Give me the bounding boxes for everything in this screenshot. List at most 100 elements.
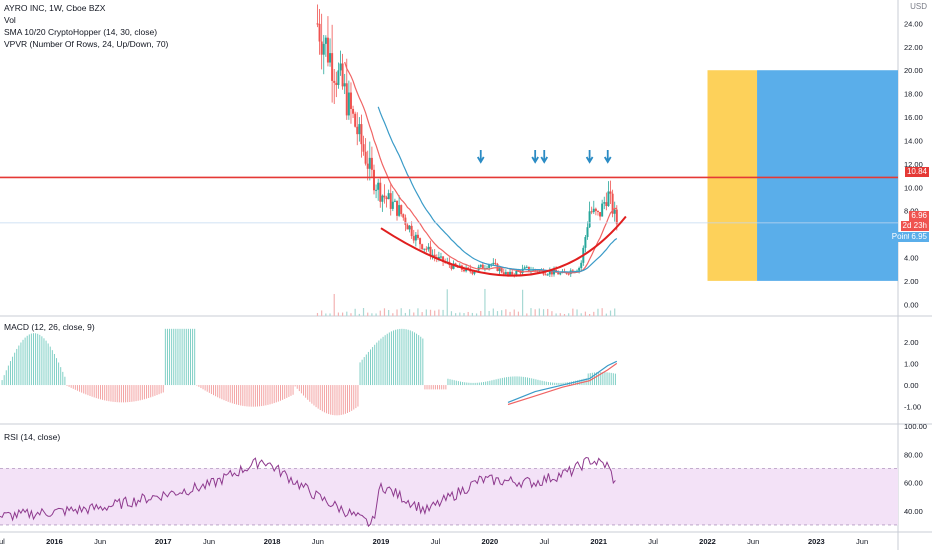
- volume-bar: [580, 313, 582, 316]
- volume-bar: [463, 312, 465, 316]
- volume-bar: [417, 308, 419, 316]
- candle-body: [326, 37, 329, 63]
- volume-bar: [588, 313, 591, 316]
- candle-body: [586, 227, 589, 238]
- candle-body: [343, 83, 346, 87]
- volume-bar: [413, 312, 415, 316]
- price-tick-label: 16.00: [904, 113, 923, 122]
- rsi-label[interactable]: RSI (14, close): [4, 432, 61, 442]
- candle-body: [546, 274, 549, 276]
- signal-line: [507, 362, 618, 406]
- volume-bar: [517, 311, 520, 316]
- candle-body: [494, 262, 497, 264]
- candle-body: [605, 202, 608, 207]
- candle-body: [333, 80, 336, 83]
- chart-legend: AYRO INC, 1W, Cboe BZX Vol SMA 10/20 Cry…: [4, 2, 168, 50]
- volume-bar: [522, 289, 524, 316]
- candle-body: [601, 203, 604, 217]
- volume-bar: [568, 313, 570, 316]
- candle-body: [400, 205, 403, 215]
- candle-body: [584, 237, 587, 248]
- candle-body: [427, 246, 430, 250]
- volume-bar: [375, 313, 377, 316]
- candle-body: [377, 182, 380, 190]
- time-tick-label: 2019: [373, 537, 390, 546]
- candle-body: [404, 217, 407, 225]
- volume-bar: [534, 309, 536, 316]
- candle-body: [527, 266, 530, 272]
- rsi-band: [0, 468, 898, 525]
- candle-body: [502, 272, 505, 275]
- price-tick-label: 22.00: [904, 43, 923, 52]
- candle-body: [335, 82, 338, 86]
- candle-body: [509, 271, 512, 275]
- candle-body: [433, 254, 436, 258]
- macd-tick-label: 0.00: [904, 381, 919, 390]
- volume-bar: [609, 310, 612, 316]
- volume-bar: [572, 308, 574, 316]
- time-tick-label: Jun: [747, 537, 759, 546]
- down-arrow-icon: [585, 150, 594, 164]
- countdown-tag: 2d 23h: [900, 221, 929, 231]
- volume-bar: [593, 311, 595, 316]
- candle-body: [479, 264, 482, 267]
- candle-body: [402, 214, 405, 218]
- candle-body: [588, 211, 591, 228]
- candle-body: [515, 270, 518, 276]
- volume-bar: [505, 309, 507, 316]
- candle-body: [412, 236, 415, 241]
- candle-body: [481, 264, 484, 269]
- currency-label: USD: [910, 2, 927, 11]
- volume-bar: [471, 312, 473, 316]
- time-tick-label: Jun: [856, 537, 868, 546]
- candle-body: [362, 144, 365, 152]
- volume-bar: [442, 309, 444, 316]
- candle-body: [316, 23, 319, 25]
- candle-body: [488, 264, 491, 268]
- volume-bar: [555, 313, 557, 316]
- down-arrow-icon: [476, 150, 485, 164]
- candle-body: [463, 269, 466, 272]
- price-tick-label: 14.00: [904, 136, 923, 145]
- volume-bar: [614, 308, 616, 316]
- volume-bar: [542, 309, 545, 316]
- time-tick-label: Jul: [431, 537, 441, 546]
- volume-bar: [392, 313, 394, 316]
- candle-body: [580, 262, 583, 268]
- volume-bar: [425, 309, 427, 316]
- candle-body: [383, 195, 386, 198]
- candle-body: [559, 272, 562, 275]
- candle-body: [603, 202, 606, 204]
- candle-body: [611, 193, 614, 214]
- candle-body: [368, 157, 371, 169]
- time-tick-label: Jul: [648, 537, 658, 546]
- time-tick-label: 2020: [481, 537, 498, 546]
- time-tick-label: 2016: [46, 537, 63, 546]
- volume-bar: [459, 312, 461, 316]
- macd-line: [507, 360, 618, 403]
- volume-bar: [333, 293, 335, 316]
- time-tick-label: Jun: [203, 537, 215, 546]
- volume-bar: [509, 311, 511, 316]
- candle-body: [613, 209, 616, 214]
- volume-bar: [337, 312, 340, 316]
- volume-bar: [551, 311, 553, 316]
- price-tick-label: 4.00: [904, 253, 919, 262]
- candle-body: [550, 271, 553, 275]
- volume-bar: [605, 313, 607, 316]
- time-tick-label: 2021: [590, 537, 607, 546]
- vol-indicator-label[interactable]: Vol: [4, 15, 16, 25]
- vpvr-indicator-label[interactable]: VPVR (Number Of Rows, 24, Up/Down, 70): [4, 39, 169, 49]
- macd-tick-label: 2.00: [904, 338, 919, 347]
- candle-body: [398, 205, 401, 216]
- volume-bar: [513, 309, 515, 316]
- candle-body: [349, 92, 352, 109]
- volume-bar: [475, 313, 478, 316]
- macd-label[interactable]: MACD (12, 26, close, 9): [4, 322, 95, 332]
- rsi-tick-label: 100.00: [904, 422, 927, 431]
- sma-indicator-label[interactable]: SMA 10/20 CryptoHopper (14, 30, close): [4, 27, 158, 37]
- symbol-title[interactable]: AYRO INC, 1W, Cboe BZX: [4, 3, 106, 13]
- candle-body: [375, 189, 378, 191]
- candle-body: [473, 271, 476, 274]
